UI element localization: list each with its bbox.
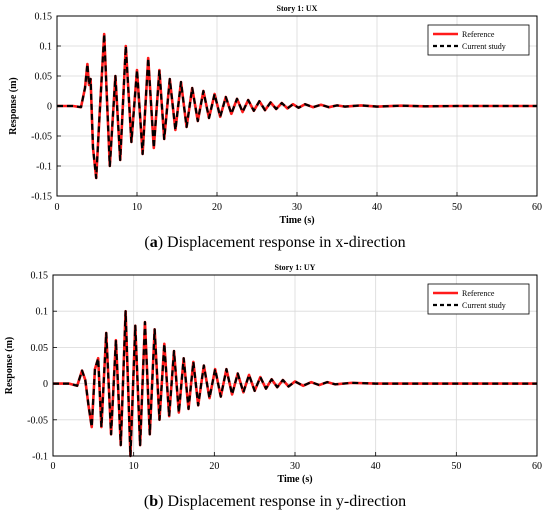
y-tick-label: -0.1 (36, 162, 52, 173)
y-tick-label: 0.05 (35, 72, 53, 83)
y-tick-label: -0.15 (31, 192, 52, 203)
chart-panel-uy: 0 10 20 30 40 50 60 -0.1 -0.05 0 0.05 0.1 0.15 Story … (4, 263, 542, 485)
y-tick-label: 0 (43, 379, 48, 390)
y-tick-label: 0.15 (35, 12, 53, 23)
x-axis-label: Time (s) (279, 215, 314, 226)
y-tick-label: 0 (47, 102, 52, 113)
legend-box (427, 283, 530, 315)
chart-title: Story 1: UX (277, 4, 318, 13)
chart-panel-ux: 0 10 20 30 40 50 60 -0.15 -0.1 -0.05 0 0.05 0.1 0.15 S… (8, 4, 542, 226)
x-tick-label: 0 (51, 461, 56, 472)
x-tick-label: 30 (290, 461, 300, 472)
legend-label-reference: Reference (462, 30, 495, 39)
series-line-current-study (57, 32, 537, 180)
y-tick-label: 0.1 (40, 42, 53, 53)
y-tick-label: 0.05 (31, 343, 49, 354)
caption-a: (a) Displacement response in x-direction (144, 234, 406, 251)
caption-b-text: Displacement response in y-direction (167, 493, 407, 510)
caption-b: (b) Displacement response in y-direction (143, 493, 407, 510)
x-tick-label: 60 (532, 202, 542, 213)
x-tick-label: 20 (212, 202, 222, 213)
y-axis-label: Response (m) (4, 337, 15, 395)
x-tick-label: 10 (129, 461, 139, 472)
y-tick-label: 0.15 (31, 271, 49, 282)
x-tick-label: 10 (132, 202, 142, 213)
legend-label-current-study: Current study (462, 42, 506, 51)
legend-label-reference: Reference (462, 289, 495, 298)
y-tick-label: -0.05 (31, 132, 52, 143)
caption-b-label: b (149, 493, 159, 510)
x-tick-label: 0 (55, 202, 60, 213)
x-tick-label: 50 (452, 202, 462, 213)
x-tick-label: 40 (371, 461, 381, 472)
y-axis-label: Response (m) (8, 77, 19, 135)
caption-a-label: a (149, 234, 158, 251)
caption-a-text: Displacement response in x-direction (167, 234, 406, 251)
chart-title: Story 1: UY (275, 263, 316, 272)
x-axis-label: Time (s) (277, 474, 312, 485)
legend-box (427, 24, 530, 56)
x-tick-label: 50 (451, 461, 461, 472)
series-line-current-study (53, 310, 537, 458)
y-tick-label: -0.1 (32, 452, 48, 463)
y-tick-label: 0.1 (36, 307, 49, 318)
x-tick-label: 20 (209, 461, 219, 472)
x-tick-label: 30 (292, 202, 302, 213)
y-tick-label: -0.05 (27, 415, 48, 426)
x-tick-label: 60 (532, 461, 542, 472)
x-tick-label: 40 (372, 202, 382, 213)
legend-label-current-study: Current study (462, 301, 506, 310)
